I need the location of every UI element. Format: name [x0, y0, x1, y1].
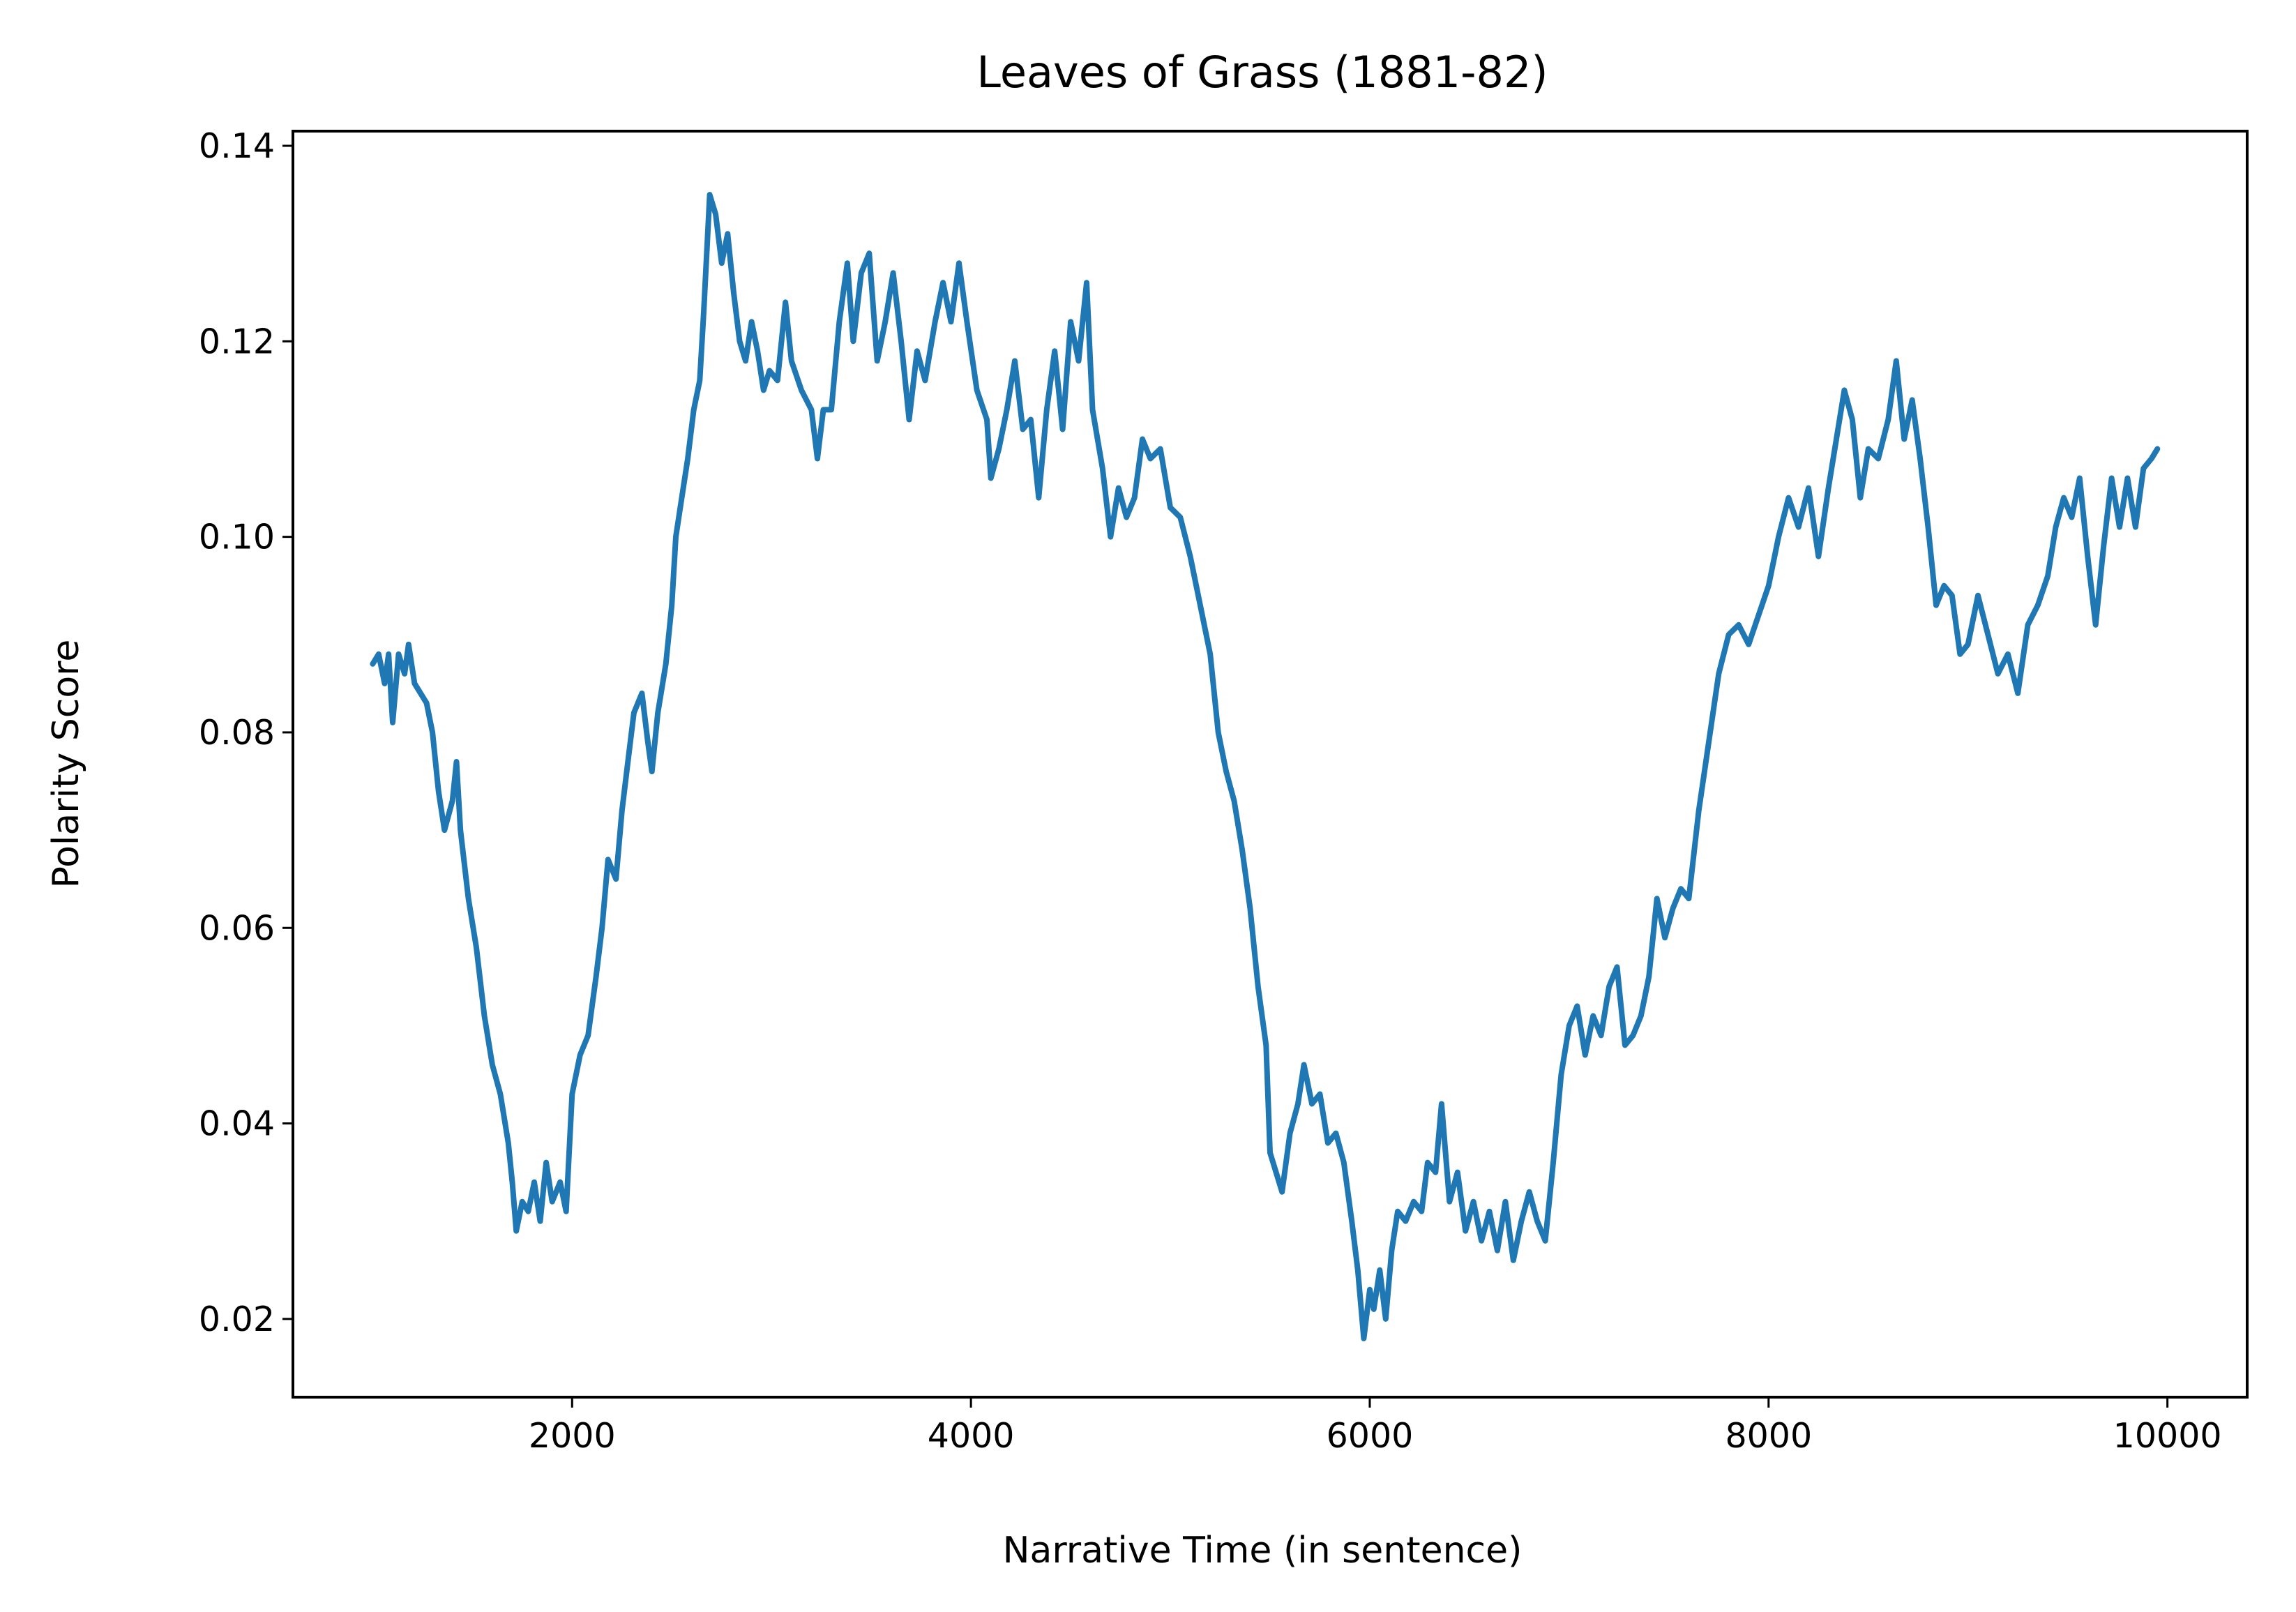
plot-area	[292, 130, 2249, 1399]
y-tick-label: 0.04	[199, 1104, 275, 1144]
series-line-polarity	[370, 192, 2161, 1341]
plot-frame	[292, 130, 2249, 1399]
y-tick-label: 0.12	[199, 322, 275, 361]
y-axis: 0.02 0.04 0.06 0.08 0.10 0.12 0.14	[199, 126, 293, 1339]
x-tick-label: 4000	[928, 1416, 1015, 1456]
y-axis-label: Polarity Score	[45, 640, 87, 889]
y-tick-label: 0.14	[199, 126, 275, 166]
chart-title: Leaves of Grass (1881-82)	[976, 47, 1548, 98]
y-tick-label: 0.06	[199, 908, 275, 948]
y-tick-label: 0.08	[199, 713, 275, 753]
y-tick-label: 0.10	[199, 518, 275, 557]
x-axis: 2000 4000 6000 8000 10000	[529, 1397, 2222, 1456]
x-axis-label: Narrative Time (in sentence)	[1003, 1530, 1523, 1572]
y-tick-label: 0.02	[199, 1300, 275, 1339]
x-tick-label: 10000	[2113, 1416, 2222, 1456]
x-tick-label: 8000	[1725, 1416, 1812, 1456]
x-tick-label: 6000	[1327, 1416, 1414, 1456]
x-tick-label: 2000	[529, 1416, 616, 1456]
